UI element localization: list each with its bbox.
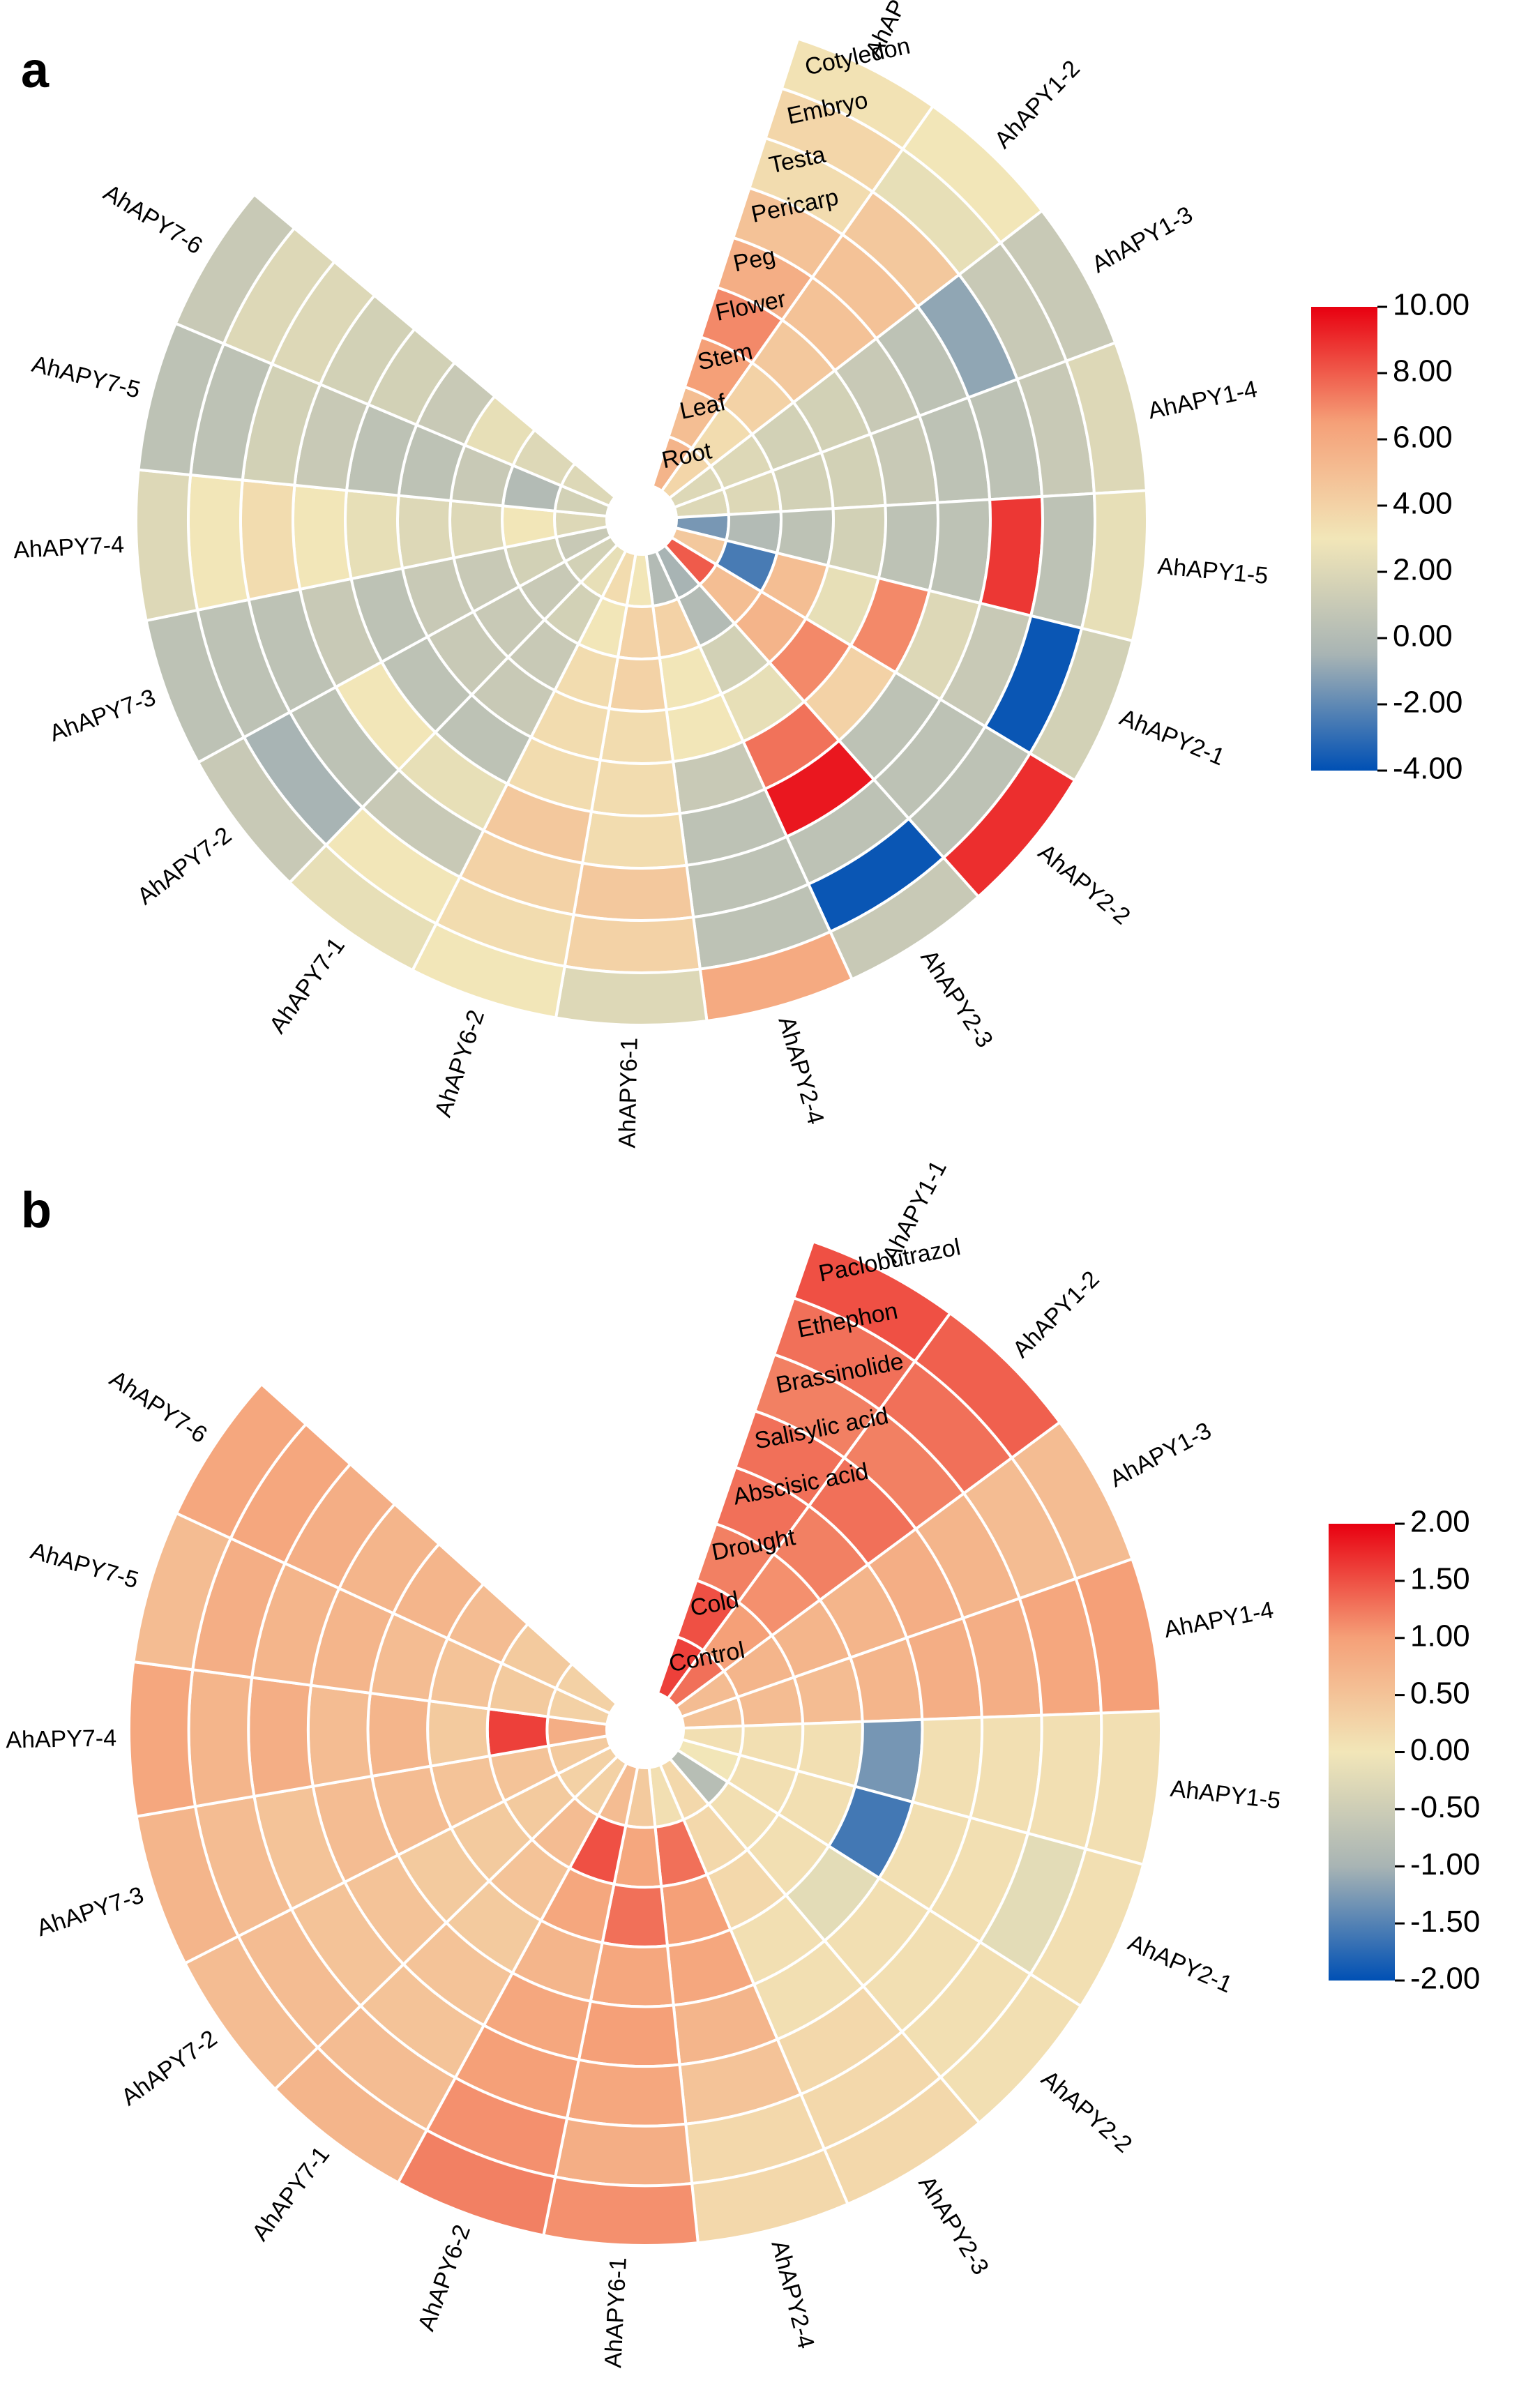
gene-label-AhAPY2-1: AhAPY2-1: [1116, 704, 1228, 771]
panel-a-letter: a: [21, 43, 50, 98]
panel-b-letter: b: [21, 1183, 52, 1239]
colorbar-tick-label: -2.00: [1393, 686, 1463, 720]
gene-label-AhAPY7-6: AhAPY7-6: [99, 179, 207, 259]
panel-b-circular-heatmap: AhAPY1-1AhAPY1-2AhAPY1-3AhAPY1-4AhAPY1-5…: [6, 1156, 1282, 2369]
heatmap-cell-AhAPY1-5-Pericarp: [928, 498, 992, 605]
heatmap-cell-AhAPY6-1-Salisylic-acid: [577, 1999, 681, 2068]
heatmap-cell-AhAPY6-1-Cotyledon: [554, 964, 709, 1027]
gene-label-AhAPY7-4: AhAPY7-4: [6, 1725, 116, 1753]
gene-label-AhAPY7-3: AhAPY7-3: [33, 1881, 147, 1941]
heatmap-cell-AhAPY7-4-Abscisic-acid: [366, 1691, 432, 1778]
colorbar-tick-label: -1.00: [1410, 1847, 1480, 1881]
colorbar-tick-label: 4.00: [1393, 487, 1453, 521]
heatmap-cell-AhAPY7-4-Drought: [426, 1699, 492, 1768]
gene-label-AhAPY6-2: AhAPY6-2: [413, 2221, 476, 2334]
heatmap-cell-AhAPY7-4-Salisylic-acid: [306, 1683, 374, 1788]
colorbar-tick-label: -4.00: [1393, 752, 1463, 786]
panel-a-circular-heatmap: AhAPY1-1AhAPY1-2AhAPY1-3AhAPY1-4AhAPY1-5…: [13, 0, 1269, 1149]
gene-label-AhAPY2-1: AhAPY2-1: [1124, 1930, 1237, 1999]
colorbar-tick-label: 0.00: [1393, 619, 1453, 653]
colorbar-tick-label: -1.50: [1410, 1905, 1480, 1939]
gene-label-AhAPY6-2: AhAPY6-2: [430, 1007, 490, 1121]
gene-label-AhAPY7-2: AhAPY7-2: [133, 821, 236, 909]
heatmap-cell-AhAPY6-1-Paclobutrazol: [541, 2175, 700, 2247]
gene-label-AhAPY1-3: AhAPY1-3: [1087, 202, 1197, 278]
heatmap-cell-AhAPY6-1-Flower: [598, 706, 675, 766]
gene-label-AhAPY1-4: AhAPY1-4: [1146, 376, 1260, 425]
colorbar-tick-label: 6.00: [1393, 421, 1453, 455]
gene-label-AhAPY7-4: AhAPY7-4: [13, 531, 125, 563]
gene-label-AhAPY7-1: AhAPY7-1: [264, 932, 350, 1038]
colorbar-tick-label: 0.00: [1410, 1733, 1470, 1767]
heatmap-cell-AhAPY6-1-Peg: [589, 758, 682, 817]
colorbar-tick-label: 8.00: [1393, 354, 1453, 388]
gene-label-AhAPY1-2: AhAPY1-2: [990, 55, 1085, 153]
gene-label-AhAPY6-1: AhAPY6-1: [614, 1037, 642, 1149]
gene-label-AhAPY2-2: AhAPY2-2: [1036, 2066, 1138, 2158]
heatmap-cell-AhAPY7-4-Paclobutrazol: [128, 1660, 197, 1819]
heatmap-cell-AhAPY7-6-Paclobutrazol: [174, 1382, 308, 1540]
gene-label-AhAPY2-3: AhAPY2-3: [913, 2172, 994, 2280]
heatmap-cell-AhAPY6-1-Embryo: [563, 913, 702, 974]
heatmap-cell-AhAPY7-4-Testa: [239, 478, 302, 602]
gene-label-AhAPY6-1: AhAPY6-1: [600, 2257, 632, 2368]
heatmap-cell-AhAPY1-5-Testa: [978, 494, 1044, 618]
colorbar-tick-label: -0.50: [1410, 1790, 1480, 1824]
colorbar-tick-label: -2.00: [1410, 1962, 1480, 1996]
heatmap-cell-AhAPY7-4-Peg: [344, 488, 405, 581]
gene-label-AhAPY7-5: AhAPY7-5: [28, 1538, 142, 1594]
gene-label-AhAPY1-2: AhAPY1-2: [1008, 1266, 1105, 1363]
colorbar-tick-label: 2.00: [1393, 553, 1453, 587]
gene-label-AhAPY2-3: AhAPY2-3: [915, 945, 998, 1052]
heatmap-cell-AhAPY1-5-Salisylic-acid: [911, 1716, 984, 1819]
gene-label-AhAPY7-6: AhAPY7-6: [105, 1365, 211, 1448]
heatmap-cell-AhAPY7-4-Pericarp: [292, 483, 353, 591]
heatmap-cell-AhAPY1-5-Peg: [877, 501, 939, 593]
heatmap-cell-AhAPY6-1-Testa: [572, 861, 695, 922]
colorbar-tick-label: 10.00: [1393, 288, 1469, 322]
panel-a-colorbar: 10.00 8.00 6.00 4.00 2.00 0.00 -2.00 -4.00: [1311, 288, 1469, 786]
heatmap-cell-AhAPY6-1-Ethephon: [553, 2117, 694, 2188]
gene-label-AhAPY7-5: AhAPY7-5: [29, 351, 143, 404]
gene-label-AhAPY7-1: AhAPY7-1: [247, 2142, 335, 2246]
panel-b-colorbar: 2.00 1.50 1.00 0.50 0.00 -0.50 -1.00 -1.50 -2.00: [1329, 1505, 1480, 1996]
gene-label-AhAPY1-5: AhAPY1-5: [1156, 553, 1269, 589]
heatmap-cell-AhAPY7-4-Brassinolide: [247, 1676, 315, 1799]
colorbar-gradient: [1329, 1524, 1395, 1981]
gene-label-AhAPY7-2: AhAPY7-2: [116, 2025, 222, 2111]
heatmap-cell-AhAPY7-6-Cotyledon: [174, 192, 296, 346]
heatmap-cell-AhAPY6-1-Pericarp: [580, 810, 688, 870]
gene-label-AhAPY1-5: AhAPY1-5: [1169, 1775, 1282, 1815]
gene-label-AhAPY2-2: AhAPY2-2: [1033, 839, 1135, 930]
heatmap-cell-AhAPY7-4-Flower: [396, 494, 455, 570]
heatmap-cell-AhAPY7-4-Stem: [448, 499, 507, 560]
gene-label-AhAPY1-4: AhAPY1-4: [1162, 1597, 1276, 1644]
heatmap-cell-AhAPY6-1-Brassinolide: [565, 2058, 688, 2128]
colorbar-tick-label: 1.50: [1410, 1562, 1470, 1596]
heatmap-cell-AhAPY6-1-Abscisic-acid: [589, 1941, 675, 2008]
gene-label-AhAPY1-3: AhAPY1-3: [1105, 1417, 1216, 1492]
heatmap-cell-AhAPY7-4-Cotyledon: [135, 468, 199, 623]
colorbar-tick-label: 0.50: [1410, 1676, 1470, 1710]
colorbar-tick-label: 2.00: [1410, 1505, 1470, 1539]
gene-label-AhAPY7-3: AhAPY7-3: [46, 684, 159, 747]
colorbar-gradient: [1311, 307, 1377, 771]
gene-label-AhAPY2-4: AhAPY2-4: [766, 2238, 819, 2352]
heatmap-cell-AhAPY7-4-Ethephon: [187, 1668, 256, 1808]
gene-label-AhAPY2-4: AhAPY2-4: [773, 1013, 829, 1127]
colorbar-tick-label: 1.00: [1410, 1619, 1470, 1653]
heatmap-cell-AhAPY7-4-Embryo: [187, 473, 250, 612]
